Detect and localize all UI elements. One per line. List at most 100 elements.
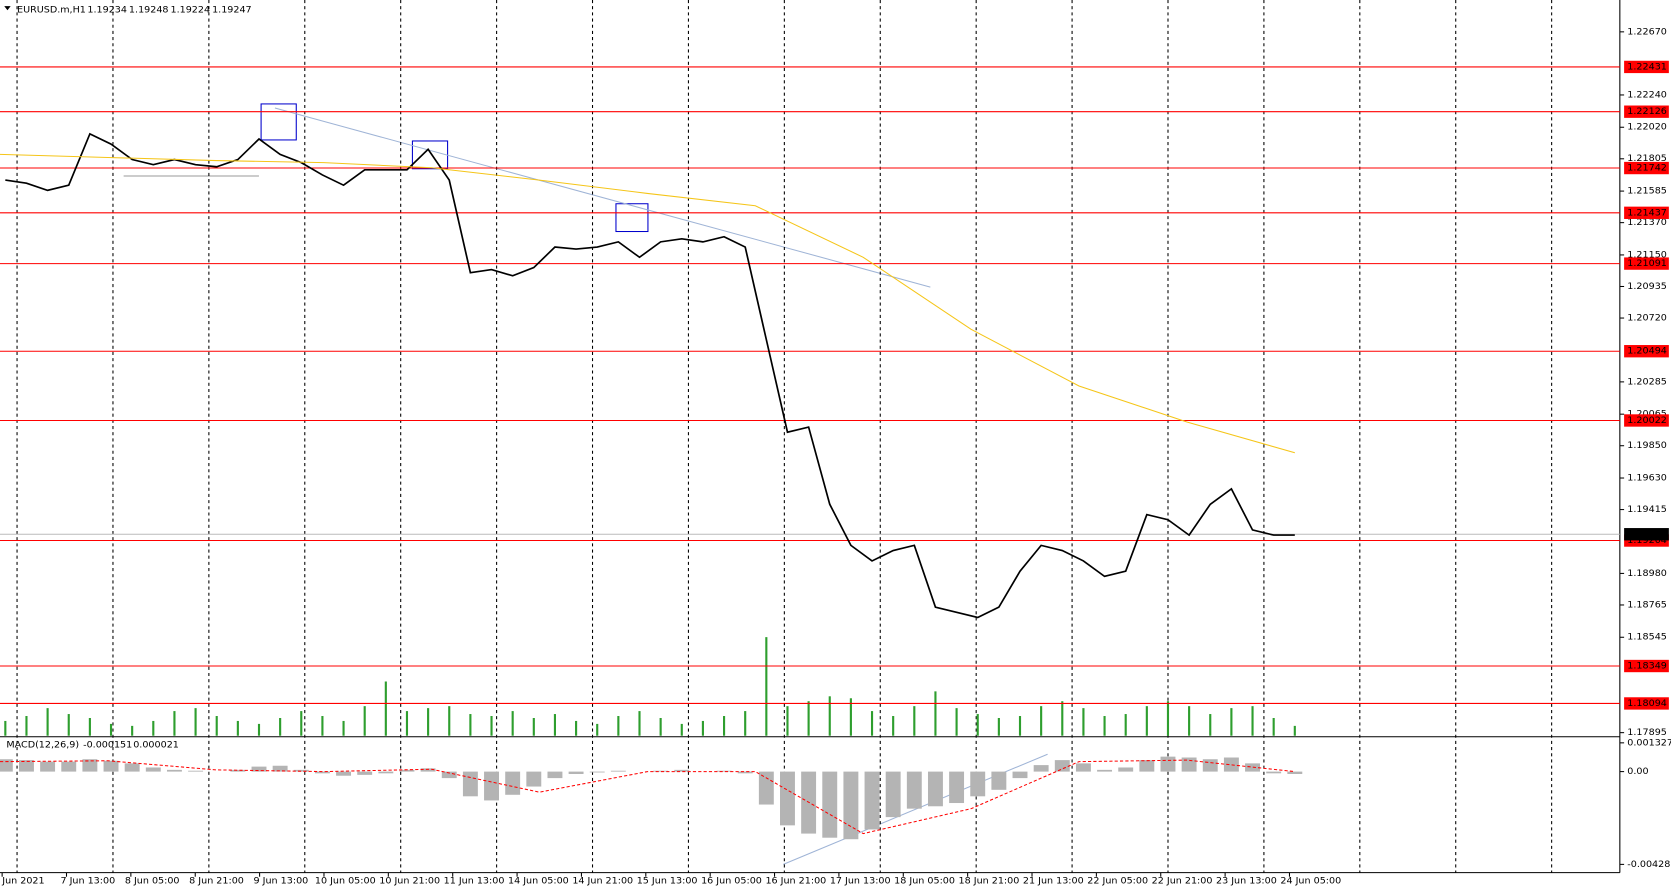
macd-bar bbox=[991, 771, 1007, 790]
trend-line bbox=[274, 107, 931, 288]
time-tick-label: 11 Jun 13:00 bbox=[444, 875, 505, 886]
macd-bar bbox=[462, 771, 478, 797]
symbol-title: EURUSD.m,H1 bbox=[17, 5, 86, 16]
macd-bar bbox=[526, 771, 542, 787]
pattern-box bbox=[260, 103, 297, 141]
moving-average bbox=[0, 153, 1295, 454]
time-tick-label: 8 Jun 21:00 bbox=[189, 875, 244, 886]
macd-bar bbox=[949, 771, 965, 804]
macd-bar bbox=[822, 771, 838, 838]
macd-bar bbox=[1223, 757, 1239, 772]
macd-bar bbox=[251, 766, 267, 772]
macd-bar bbox=[61, 761, 77, 772]
macd-bar bbox=[610, 770, 626, 772]
level-label: 1.20494 bbox=[1627, 346, 1667, 357]
macd-tick-label: 0.001327 bbox=[1627, 737, 1671, 748]
time-tick-label: 9 Jun 13:00 bbox=[254, 875, 309, 886]
time-tick-label: 16 Jun 21:00 bbox=[765, 875, 826, 886]
time-tick-label: 22 Jun 05:00 bbox=[1087, 875, 1148, 886]
level-label: 1.21742 bbox=[1627, 163, 1667, 174]
price-tick-label: 1.19415 bbox=[1627, 504, 1667, 515]
level-label: 1.21091 bbox=[1627, 258, 1667, 269]
price-tick-label: 1.20285 bbox=[1627, 376, 1667, 387]
price-tick-label: 1.21150 bbox=[1627, 250, 1667, 261]
macd-readout: -0.000151 bbox=[83, 740, 132, 751]
macd-bar bbox=[82, 759, 98, 772]
ohlc-readout: 1.19248 bbox=[129, 5, 169, 16]
level-label: 1.20022 bbox=[1627, 415, 1667, 426]
macd-signal bbox=[0, 759, 1295, 835]
time-tick-label: 10 Jun 21:00 bbox=[379, 875, 440, 886]
macd-tick-label: 0.00 bbox=[1627, 766, 1648, 777]
level-tag bbox=[1624, 414, 1669, 427]
ohlc-readout: 1.19247 bbox=[212, 5, 252, 16]
macd-bar bbox=[1139, 760, 1155, 772]
time-tick-label: 8 Jun 05:00 bbox=[125, 875, 180, 886]
time-tick-label: 24 Jun 05:00 bbox=[1280, 875, 1341, 886]
macd-bar bbox=[441, 771, 457, 779]
macd-bar bbox=[484, 771, 499, 801]
macd-bar bbox=[1012, 771, 1028, 779]
macd-bar bbox=[674, 769, 690, 772]
level-label: 1.21437 bbox=[1627, 207, 1667, 218]
macd-readout: 0.000021 bbox=[133, 740, 179, 751]
level-label: 1.22126 bbox=[1627, 106, 1667, 117]
macd-bar bbox=[19, 760, 34, 772]
price-tick-label: 1.22670 bbox=[1627, 26, 1667, 37]
level-label: 1.18094 bbox=[1627, 698, 1667, 709]
macd-bar bbox=[399, 769, 415, 772]
macd-tick-label: -0.004281 bbox=[1627, 859, 1671, 870]
level-tag bbox=[1624, 206, 1669, 219]
macd-bar bbox=[1118, 767, 1134, 772]
macd-bar bbox=[927, 771, 943, 807]
macd-bar bbox=[1202, 759, 1218, 772]
price-tick-label: 1.17895 bbox=[1627, 727, 1667, 738]
time-tick-label: 7 Jun 13:00 bbox=[60, 875, 115, 886]
pattern-box bbox=[615, 203, 649, 233]
macd-bar bbox=[378, 771, 394, 774]
macd-bar bbox=[357, 771, 373, 775]
macd-bar bbox=[1075, 763, 1091, 772]
price-tick-label: 1.21370 bbox=[1627, 217, 1667, 228]
macd-bar bbox=[293, 769, 309, 772]
macd-bar bbox=[568, 771, 584, 774]
macd-bar bbox=[272, 765, 288, 772]
level-tag bbox=[1624, 659, 1669, 673]
macd-bar bbox=[758, 771, 774, 805]
price-tick-label: 1.20935 bbox=[1627, 281, 1667, 292]
level-tag bbox=[1624, 345, 1669, 358]
menu-arrow[interactable] bbox=[4, 6, 11, 11]
price-tick-label: 1.20720 bbox=[1627, 313, 1667, 324]
price-tick-label: 1.19630 bbox=[1627, 473, 1667, 484]
time-tick-label: 18 Jun 21:00 bbox=[959, 875, 1020, 886]
macd-bar bbox=[885, 771, 901, 818]
level-tag bbox=[1624, 161, 1669, 175]
level-label: 1.22431 bbox=[1627, 62, 1667, 73]
price-tick-label: 1.19850 bbox=[1627, 440, 1667, 451]
macd-bar bbox=[843, 771, 859, 840]
macd-bar bbox=[145, 767, 161, 772]
macd-bar bbox=[1181, 757, 1197, 772]
level-label: 1.19204 bbox=[1627, 535, 1667, 546]
level-tag bbox=[1624, 697, 1669, 710]
price-tick-label: 1.20065 bbox=[1627, 409, 1667, 420]
macd-bar bbox=[1097, 769, 1113, 772]
macd-bar bbox=[970, 771, 986, 797]
time-tick-label: 14 Jun 21:00 bbox=[572, 875, 633, 886]
price-tick-label: 1.22020 bbox=[1627, 122, 1667, 133]
macd-bar bbox=[906, 771, 922, 809]
macd-bar bbox=[1287, 771, 1303, 774]
time-tick-label: 22 Jun 21:00 bbox=[1152, 875, 1213, 886]
macd-bar bbox=[336, 771, 352, 776]
time-tick-label: 17 Jun 13:00 bbox=[830, 875, 891, 886]
price-line bbox=[5, 132, 1295, 619]
price-tick-label: 1.21585 bbox=[1627, 186, 1667, 197]
macd-bar bbox=[0, 759, 13, 772]
macd-bar bbox=[1054, 760, 1070, 772]
macd-bar bbox=[864, 771, 880, 830]
macd-bar bbox=[780, 771, 795, 826]
macd-bar bbox=[124, 763, 140, 772]
time-tick-label: Jun 2021 bbox=[1, 875, 44, 886]
